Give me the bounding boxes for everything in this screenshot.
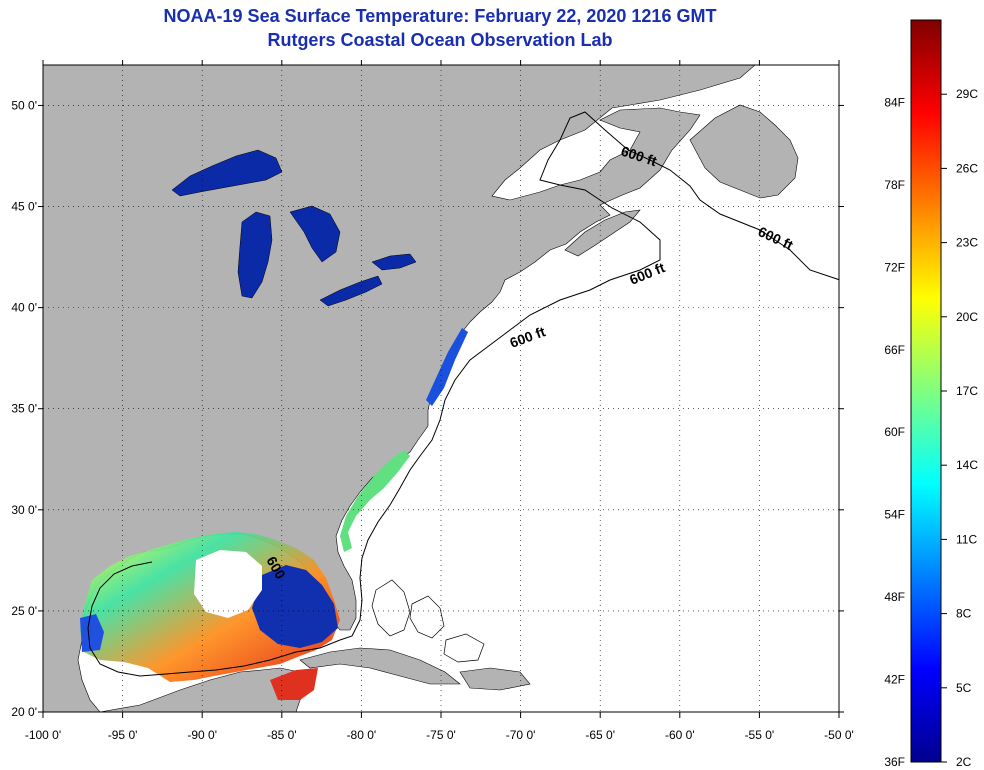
map-axes: -100 0' -95 0' -90 0' -85 0' -80 0' -75 0' -70… xyxy=(11,60,854,742)
lat-tick-label: 20 0' xyxy=(11,705,37,719)
sst-western-gulf xyxy=(80,614,104,652)
lon-tick-label: -75 0' xyxy=(426,728,456,742)
gulf-cloud-patch xyxy=(194,550,262,618)
isobath-600ft-gulf xyxy=(87,561,341,677)
land-cuba xyxy=(299,647,461,685)
lake-erie xyxy=(319,275,383,307)
lon-tick-label: -95 0' xyxy=(108,728,138,742)
colorbar-c-label: 20C xyxy=(956,310,978,324)
lat-tick-label: 50 0' xyxy=(11,98,37,112)
colorbar-c-label: 26C xyxy=(956,161,978,175)
colorbar-c-label: 5C xyxy=(956,681,972,695)
colorbar-c-label: 23C xyxy=(956,236,978,250)
lon-tick-label: -55 0' xyxy=(745,728,775,742)
lake-ontario xyxy=(371,253,417,271)
lon-tick-label: -80 0' xyxy=(347,728,377,742)
lat-tick-label: 40 0' xyxy=(11,301,37,315)
land-nova-scotia xyxy=(564,209,641,257)
colorbar-c-label: 2C xyxy=(956,755,972,769)
lon-tick-label: -60 0' xyxy=(665,728,695,742)
colorbar-f-label: 48F xyxy=(884,590,905,604)
lon-tick-label: -85 0' xyxy=(267,728,297,742)
colorbar-f-label: 36F xyxy=(884,755,905,769)
colorbar-f-label: 66F xyxy=(884,343,905,357)
lat-tick-label: 35 0' xyxy=(11,402,37,416)
colorbar-c-label: 29C xyxy=(956,87,978,101)
lon-tick-label: -65 0' xyxy=(585,728,615,742)
land-newfoundland xyxy=(689,104,799,199)
bahamas-banks xyxy=(371,579,485,663)
lon-tick-label: -100 0' xyxy=(25,728,61,742)
lake-superior xyxy=(171,149,283,197)
lat-tick-label: 25 0' xyxy=(11,604,37,618)
lake-michigan xyxy=(237,211,273,299)
colorbar-f-label: 72F xyxy=(884,260,905,274)
lat-tick-label: 30 0' xyxy=(11,503,37,517)
sst-caribbean xyxy=(270,668,318,700)
colorbar xyxy=(910,19,942,763)
lon-tick-label: -90 0' xyxy=(187,728,217,742)
map-title: NOAA-19 Sea Surface Temperature: Februar… xyxy=(163,6,717,26)
colorbar-f-label: 54F xyxy=(884,508,905,522)
sst-coastal-southeast xyxy=(340,450,410,552)
sst-gulf-cool xyxy=(252,565,338,648)
colorbar-c-label: 8C xyxy=(956,607,972,621)
colorbar-f-label: 84F xyxy=(884,95,905,109)
lat-tick-label: 45 0' xyxy=(11,200,37,214)
colorbar-c-label: 11C xyxy=(956,532,977,546)
lon-tick-label: -70 0' xyxy=(506,728,536,742)
colorbar-c-label: 17C xyxy=(956,384,978,398)
colorbar-f-label: 60F xyxy=(884,425,905,439)
colorbar-labels: 84F 78F 72F 66F 60F 54F 48F 42F 36F 29C 26C 23C 20C 1… xyxy=(884,87,978,769)
land-hispaniola xyxy=(459,667,531,691)
lake-huron xyxy=(289,205,341,263)
map-subtitle: Rutgers Coastal Ocean Observation Lab xyxy=(267,30,613,50)
isobath-600ft xyxy=(339,111,839,641)
colorbar-f-label: 78F xyxy=(884,178,905,192)
colorbar-f-label: 42F xyxy=(884,673,905,687)
sst-coastal-midatlantic xyxy=(426,328,468,406)
colorbar-c-label: 14C xyxy=(956,458,978,472)
lon-tick-label: -50 0' xyxy=(824,728,854,742)
